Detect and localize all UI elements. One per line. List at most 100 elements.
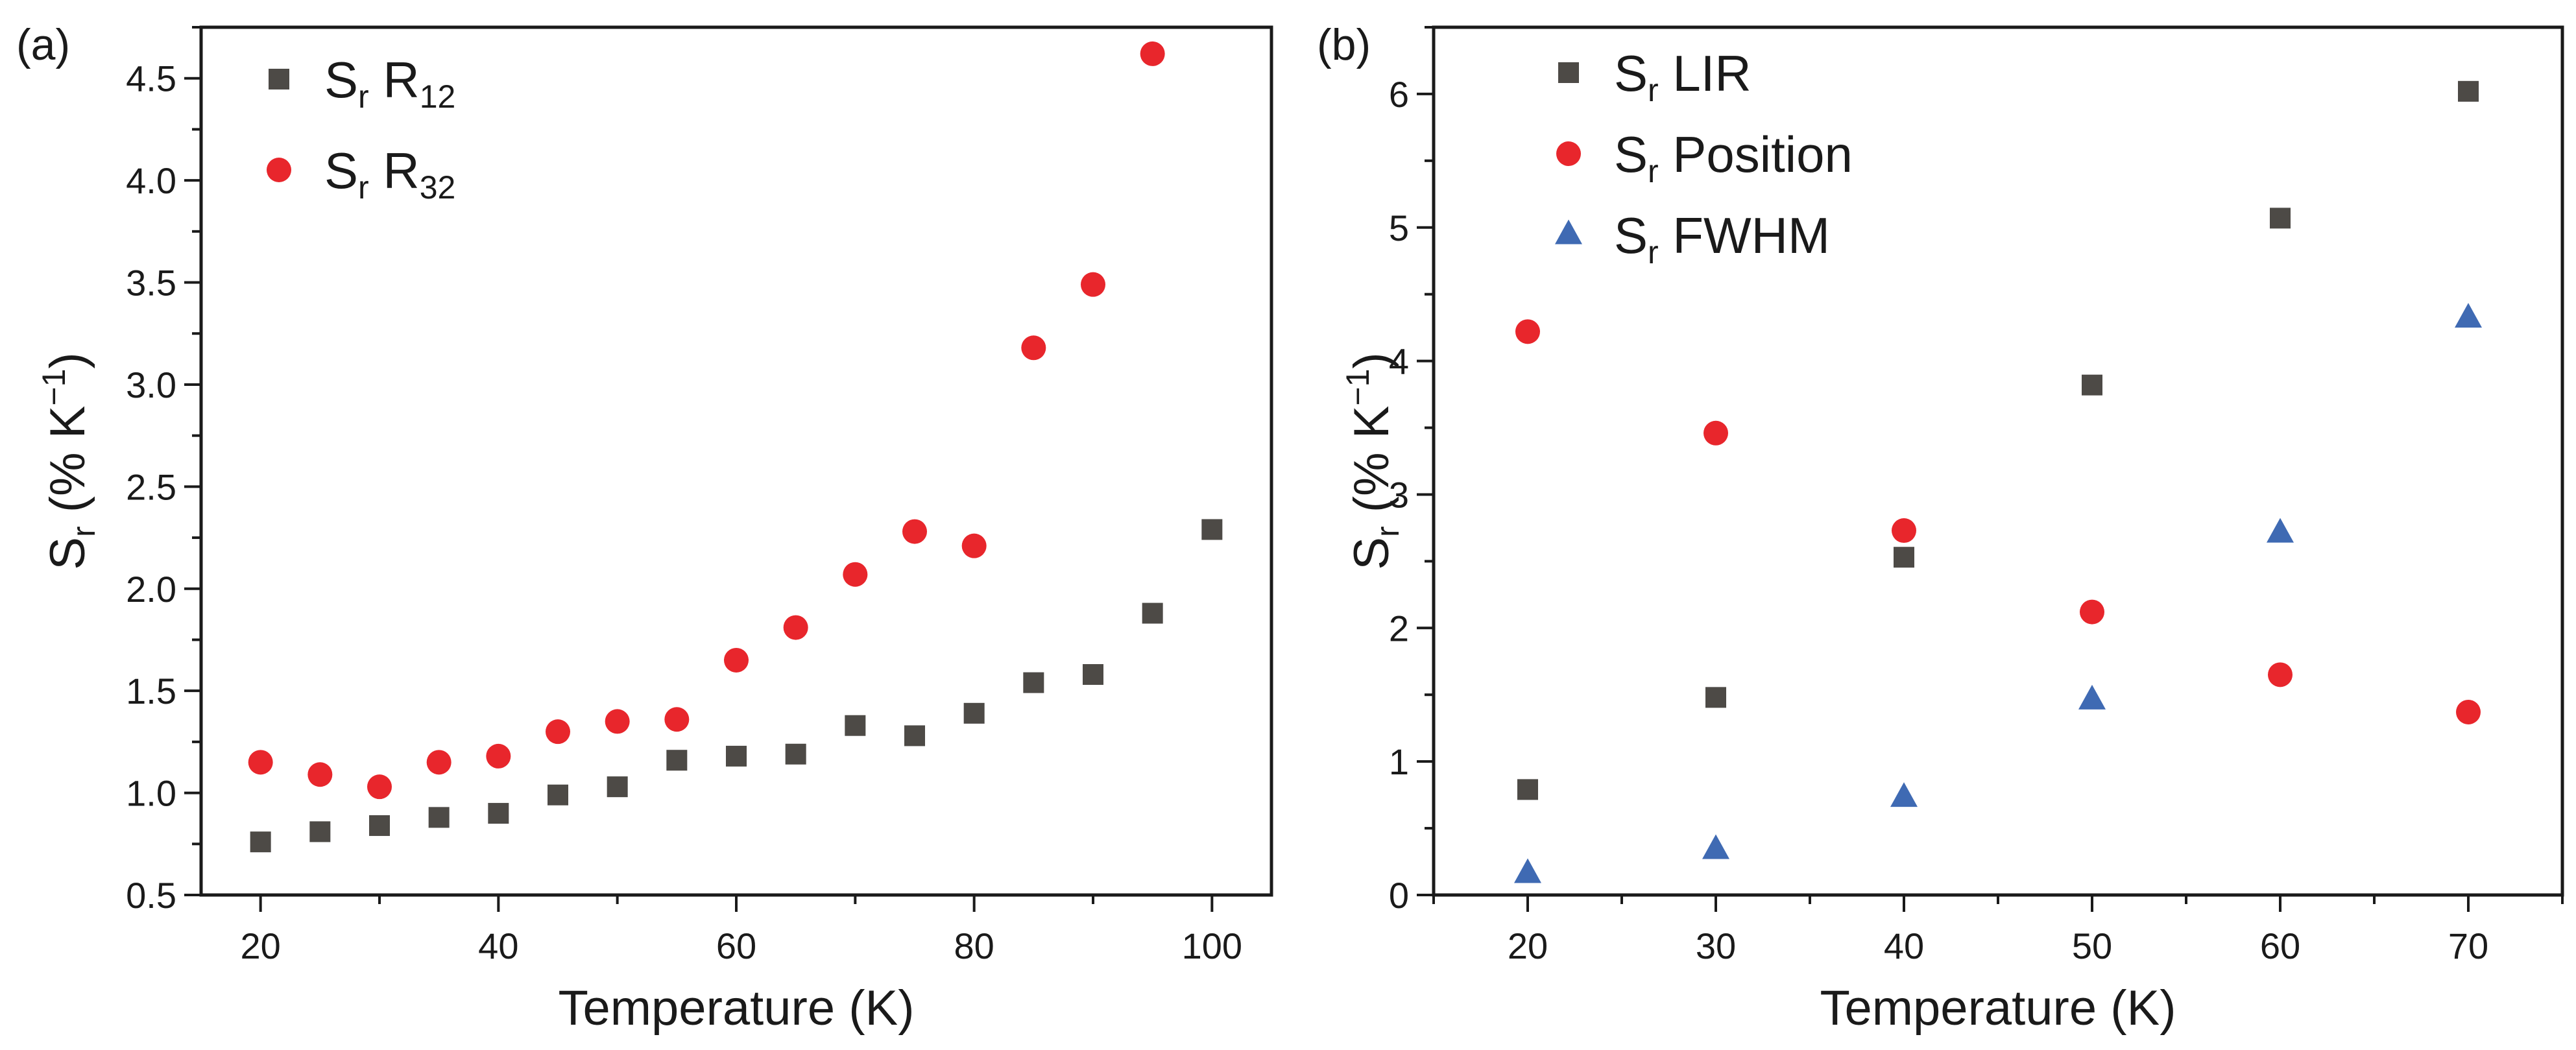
y-axis-title: Sr (% K−1) (36, 352, 102, 570)
data-point-circle (2456, 699, 2481, 724)
data-point-circle (307, 762, 333, 787)
x-axis-title: Temperature (K) (558, 981, 914, 1036)
data-point-square (1705, 687, 1726, 708)
data-point-square (1142, 603, 1163, 624)
legend-label: Sr FWHM (1614, 207, 1830, 270)
legend-label-main: S (1614, 126, 1648, 183)
data-point-circle (248, 750, 273, 775)
data-point-square (666, 750, 688, 771)
data-point-square (2458, 80, 2479, 102)
data-point-square (309, 821, 331, 842)
legend-label-mid: LIR (1659, 45, 1751, 102)
legend-label-main: S (1614, 207, 1648, 264)
legend-marker (1556, 141, 1581, 166)
legend-label-sub: r (358, 78, 369, 115)
y-tick-label: 1.0 (126, 773, 176, 814)
legend-label-main: S (324, 142, 358, 199)
x-tick-label: 40 (1884, 925, 1924, 966)
data-point-square (1083, 663, 1103, 685)
data-point-circle (1021, 335, 1046, 361)
panel-b: 20 30 40 50 60 70 0 1 2 3 4 5 6 (b) Temperature (K) Sr … (1317, 20, 2564, 1036)
legend-label: Sr R12 (324, 51, 455, 115)
panel-a: 20 40 60 80 100 0.5 1.0 1.5 2.0 2.5 3.0 3.5 4.0 4.5 (a… (16, 20, 1273, 1036)
y-tick-label: 2.5 (126, 466, 176, 507)
y-tick-label: 2 (1389, 608, 1409, 649)
data-point-triangle (2078, 684, 2106, 710)
data-point-circle (367, 774, 392, 800)
data-point-circle (1892, 518, 1916, 543)
data-point-square (488, 803, 509, 824)
data-point-circle (1081, 272, 1105, 297)
data-point-circle (902, 519, 927, 544)
legend-label: Sr LIR (1614, 45, 1751, 108)
legend-label-main: S (324, 51, 358, 108)
legend-label-mid: R (369, 51, 420, 108)
y-tick-label: 3.0 (126, 364, 176, 405)
data-point-square (1201, 519, 1223, 540)
data-point-square (607, 776, 628, 798)
data-point-circle (1140, 41, 1165, 66)
y-title-sub: r (66, 526, 102, 537)
series-s-r-position (1515, 319, 2481, 724)
legend-label-mid: Position (1659, 126, 1853, 183)
y-tick-label: 3 (1389, 474, 1409, 515)
y-title-close: ) (1344, 352, 1399, 368)
series-s-r-r-32 (248, 41, 1165, 800)
series-s-r-lir (1517, 80, 2479, 800)
legend-marker (269, 69, 289, 89)
legend-marker (1558, 62, 1579, 83)
x-tick-label: 60 (716, 925, 756, 966)
data-point-circle (426, 750, 451, 775)
y-tick-label: 6 (1389, 74, 1409, 115)
plot-frame (1432, 25, 2564, 897)
data-point-square (250, 831, 271, 853)
legend-label: Sr Position (1614, 126, 1853, 189)
data-point-square (2082, 374, 2102, 396)
data-point-circle (2268, 662, 2293, 687)
data-point-triangle (2455, 303, 2482, 328)
legend-label-mid: R (369, 142, 420, 199)
data-point-triangle (2267, 518, 2294, 543)
y-title-sub: r (1369, 526, 1406, 537)
data-point-circle (1515, 319, 1540, 344)
legend-label-sub: r (1648, 234, 1659, 270)
y-tick-label: 0.5 (126, 875, 176, 916)
data-point-square (785, 743, 806, 765)
data-point-circle (1703, 420, 1728, 446)
data-point-square (369, 815, 390, 836)
y-tick-label: 4.0 (126, 160, 176, 201)
data-point-square (428, 807, 450, 828)
y-tick-label: 3.5 (126, 263, 176, 304)
data-point-square (904, 725, 925, 746)
data-point-square (2270, 208, 2291, 229)
legend-label-main: S (1614, 45, 1648, 102)
data-point-circle (486, 743, 511, 769)
data-point-circle (783, 615, 808, 640)
x-tick-label: 20 (1508, 925, 1548, 966)
data-point-circle (664, 707, 690, 732)
panel-label: (a) (16, 20, 70, 69)
legend-marker (1555, 219, 1582, 245)
y-title-rest: (% K (40, 406, 95, 527)
x-tick-label: 60 (2260, 925, 2300, 966)
legend-label-sub: r (358, 169, 369, 206)
y-tick-label: 1 (1389, 741, 1409, 782)
y-title-main: S (40, 537, 95, 570)
data-point-triangle (1514, 858, 1541, 883)
legend-label-sub2: 12 (420, 78, 456, 115)
data-point-circle (605, 709, 630, 734)
y-title-rest: (% K (1344, 406, 1399, 527)
y-tick-label: 1.5 (126, 671, 176, 711)
x-tick-label: 40 (478, 925, 518, 966)
legend-label-sub: r (1648, 153, 1659, 189)
panel-label: (b) (1317, 20, 1371, 69)
x-tick-label: 30 (1696, 925, 1736, 966)
data-point-square (963, 702, 985, 724)
legend-marker (267, 158, 291, 182)
y-title-sup: −1 (1340, 369, 1376, 406)
y-title-close: ) (40, 352, 95, 368)
y-tick-label: 2.0 (126, 569, 176, 610)
data-point-square (726, 745, 747, 767)
y-tick-label: 4 (1389, 341, 1409, 382)
